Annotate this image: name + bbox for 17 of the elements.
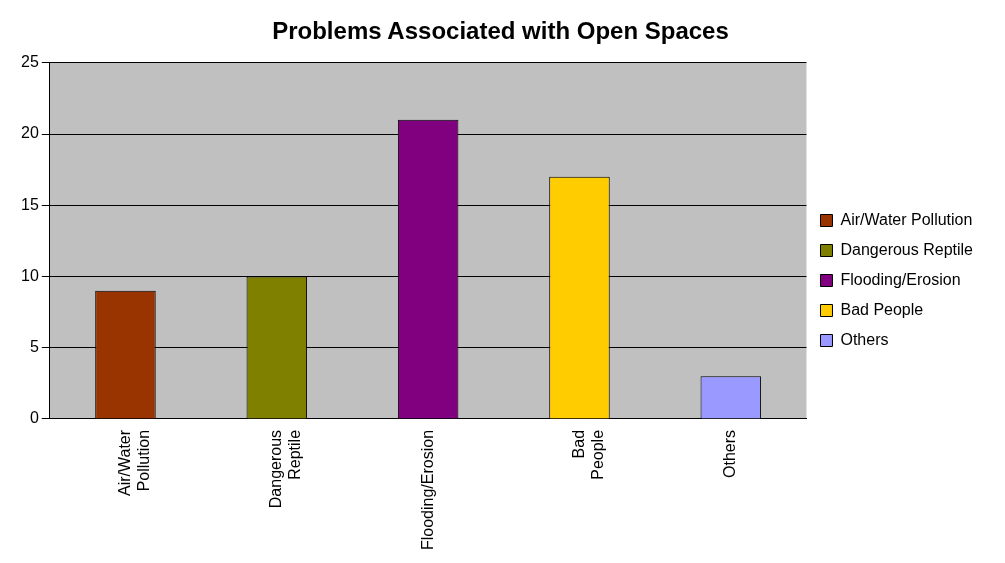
x-tick-label: Dangerous Reptile [267, 429, 304, 509]
legend-label: Air/Water Pollution [840, 210, 973, 228]
x-tick-label: Flooding/Erosion [418, 429, 436, 551]
legend-label: Dangerous Reptile [840, 240, 974, 258]
legend-label: Bad People [840, 300, 924, 318]
y-tick-label: 10 [21, 266, 39, 284]
x-tick-label: Others [721, 429, 739, 478]
legend-label: Flooding/Erosion [840, 270, 961, 288]
y-tick-label: 20 [21, 124, 39, 142]
chart-title: Problems Associated with Open Spaces [272, 17, 729, 45]
legend-label: Others [840, 330, 889, 348]
y-tick-label: 0 [29, 409, 39, 427]
x-tick-label: Air/Water Pollution [115, 429, 153, 497]
y-tick-label: 15 [21, 195, 39, 213]
y-tick-label: 25 [21, 53, 39, 71]
x-tick-label: Bad People [569, 429, 607, 480]
y-tick-label: 5 [29, 338, 39, 356]
